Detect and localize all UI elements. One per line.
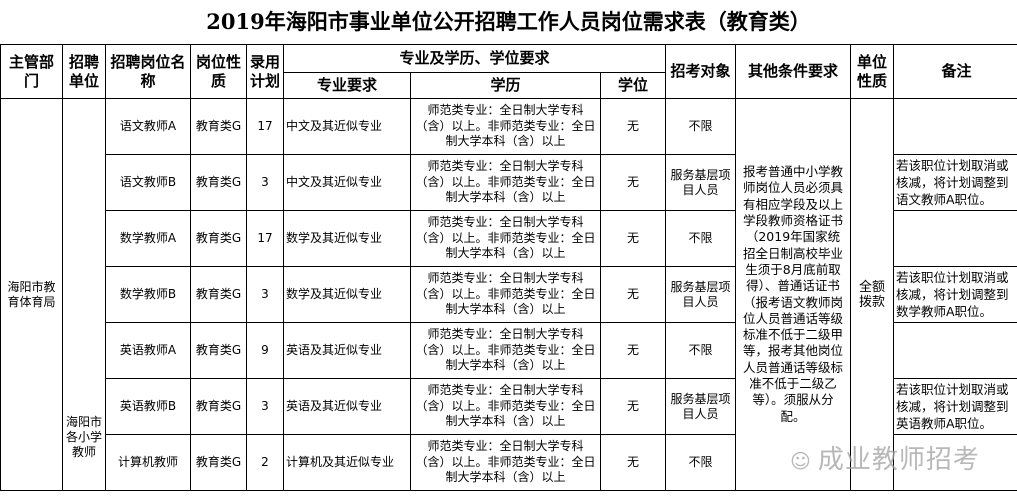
degree-cell: 无 [600,210,666,267]
note-cell [893,434,1017,491]
degree-cell: 无 [600,322,666,379]
unit-cell: 海阳市各小学教师 [62,98,106,491]
major-cell: 计算机及其近似专业 [283,434,411,491]
page-title: 2019年海阳市事业单位公开招聘工作人员岗位需求表（教育类） [206,9,811,34]
wechat-icon: ☺ [790,449,812,473]
post-cell: 英语教师A [105,322,191,379]
nature-cell: 教育类G [190,98,247,155]
nature-cell: 教育类G [190,434,247,491]
header-unit: 招聘单位 [62,44,106,99]
edu-cell: 师范类专业：全日制大学专科（含）以上。非师范类专业：全日制大学本科（含）以上 [410,378,601,435]
target-cell: 不限 [665,434,736,491]
nature-cell: 教育类G [190,378,247,435]
nature-cell: 教育类G [190,322,247,379]
target-cell: 不限 [665,322,736,379]
edu-cell: 师范类专业：全日制大学专科（含）以上。非师范类专业：全日制大学本科（含）以上 [410,210,601,267]
edu-cell: 师范类专业：全日制大学专科（含）以上。非师范类专业：全日制大学本科（含）以上 [410,154,601,211]
header-group: 专业及学历、学位要求 [283,44,666,73]
header-target: 招考对象 [665,44,736,99]
note-cell [893,322,1017,379]
table-row: 数学教师B 教育类G 3 数学及其近似专业 师范类专业：全日制大学专科（含）以上。非师范… [1,266,1017,323]
nature-cell: 教育类G [190,154,247,211]
note-cell: 若该职位计划取消或核减，将计划调整到英语教师A职位。 [893,378,1017,435]
nature-cell: 教育类G [190,210,247,267]
header-post: 招聘岗位名称 [105,44,191,99]
table-row: 数学教师A 教育类G 17 数学及其近似专业 师范类专业：全日制大学专科（含）以上。非师… [1,210,1017,267]
major-cell: 中文及其近似专业 [283,98,411,155]
header-note: 备注 [893,44,1017,99]
degree-cell: 无 [600,266,666,323]
target-cell: 服务基层项目人员 [665,378,736,435]
table-row: 计算机教师 教育类G 2 计算机及其近似专业 师范类专业：全日制大学专科（含）以上。非师… [1,434,1017,491]
post-cell: 英语教师B [105,378,191,435]
note-cell: 若该职位计划取消或核减，将计划调整到语文教师A职位。 [893,154,1017,211]
degree-cell: 无 [600,378,666,435]
note-cell: 若该职位计划取消或核减，将计划调整到数学教师A职位。 [893,266,1017,323]
table-row: 英语教师B 教育类G 3 英语及其近似专业 师范类专业：全日制大学专科（含）以上。非师范… [1,378,1017,435]
unit-type-cell: 全额拨款 [850,98,894,491]
header-plan: 录用计划 [246,44,284,99]
plan-cell: 2 [246,434,284,491]
header-unit-type: 单位性质 [850,44,894,99]
degree-cell: 无 [600,154,666,211]
target-cell: 不限 [665,98,736,155]
plan-cell: 17 [246,210,284,267]
edu-cell: 师范类专业：全日制大学专科（含）以上。非师范类专业：全日制大学本科（含）以上 [410,98,601,155]
requirements-table: 主管部门 招聘单位 招聘岗位名称 岗位性质 录用计划 专业及学历、学位要求 招考… [0,44,1017,491]
post-cell: 数学教师B [105,266,191,323]
major-cell: 中文及其近似专业 [283,154,411,211]
plan-cell: 3 [246,266,284,323]
post-cell: 语文教师B [105,154,191,211]
major-cell: 英语及其近似专业 [283,378,411,435]
major-cell: 数学及其近似专业 [283,210,411,267]
header-nature: 岗位性质 [190,44,247,99]
degree-cell: 无 [600,98,666,155]
plan-cell: 17 [246,98,284,155]
degree-cell: 无 [600,434,666,491]
header-degree: 学位 [600,72,666,99]
header-dept: 主管部门 [0,44,63,99]
plan-cell: 9 [246,322,284,379]
edu-cell: 师范类专业：全日制大学专科（含）以上。非师范类专业：全日制大学本科（含）以上 [410,266,601,323]
plan-cell: 3 [246,378,284,435]
note-cell [893,210,1017,267]
target-cell: 服务基层项目人员 [665,154,736,211]
nature-cell: 教育类G [190,266,247,323]
edu-cell: 师范类专业：全日制大学专科（含）以上。非师范类专业：全日制大学本科（含）以上 [410,322,601,379]
watermark-text: 成业教师招考 [817,445,980,475]
edu-cell: 师范类专业：全日制大学专科（含）以上。非师范类专业：全日制大学本科（含）以上 [410,434,601,491]
target-cell: 服务基层项目人员 [665,266,736,323]
note-cell [893,98,1017,155]
other-cell: 报考普通中小学教师岗位人员必须具有相应学段及以上学段教师资格证书（2019年国家… [735,98,851,491]
post-cell: 计算机教师 [105,434,191,491]
plan-cell: 3 [246,154,284,211]
dept-cell: 海阳市教育体育局 [0,98,63,491]
major-cell: 英语及其近似专业 [283,322,411,379]
header-major: 专业要求 [283,72,411,99]
major-cell: 数学及其近似专业 [283,266,411,323]
table-row: 语文教师B 教育类G 3 中文及其近似专业 师范类专业：全日制大学专科（含）以上。非师范… [1,154,1017,211]
header-other: 其他条件要求 [735,44,851,99]
watermark: ☺ 成业教师招考 [790,445,980,476]
post-cell: 语文教师A [105,98,191,155]
table-row: 海阳市教育体育局 海阳市各小学教师 语文教师A 教育类G 17 中文及其近似专业 师范类专业… [0,98,1017,491]
target-cell: 不限 [665,210,736,267]
header-edu: 学历 [410,72,601,99]
post-cell: 数学教师A [105,210,191,267]
